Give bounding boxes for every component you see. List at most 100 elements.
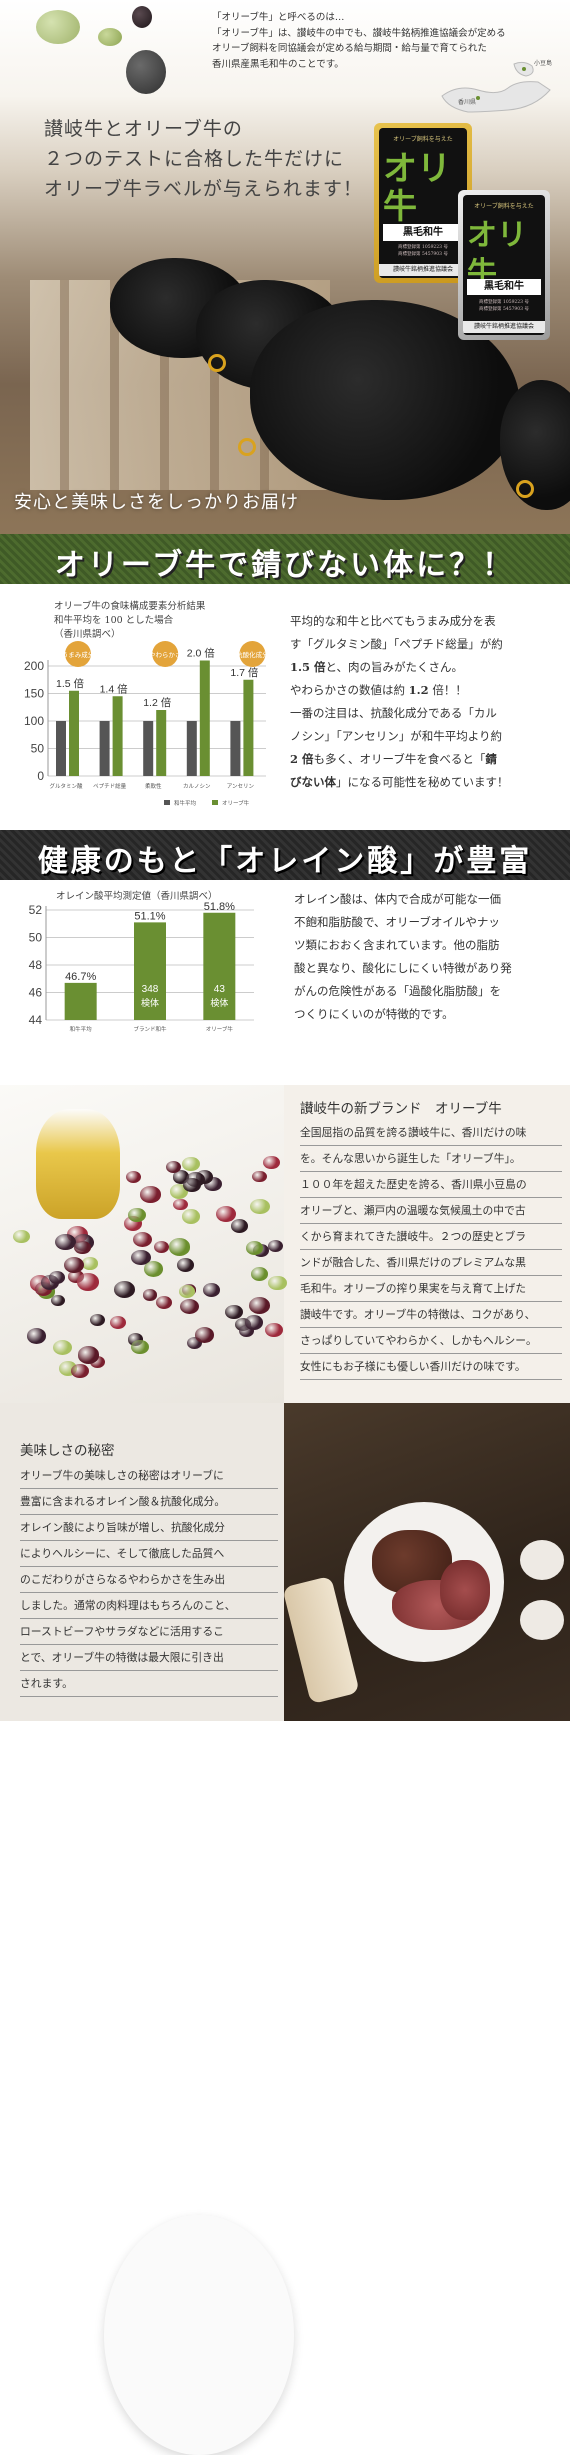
- olive-icon: [55, 1233, 76, 1251]
- data-label: 51.8%: [204, 901, 235, 913]
- secret-line: ローストビーフやサラダなどに活用するこ: [20, 1619, 278, 1645]
- sauce-bowl: [520, 1600, 564, 1640]
- olive-icon: [250, 1266, 269, 1281]
- data-label: 51.1%: [134, 910, 165, 922]
- olive-icon: [186, 1336, 202, 1349]
- olive-icon: [50, 1294, 65, 1307]
- olive-icon: [181, 1209, 201, 1224]
- x-tick-label: カルノシン: [183, 783, 211, 790]
- secret-line: オリーブ牛の美味しさの秘密はオリーブに: [20, 1463, 278, 1489]
- data-label: 46.7%: [65, 971, 96, 983]
- secret-line: 豊富に含まれるオレイン酸＆抗酸化成分。: [20, 1489, 278, 1515]
- para-line: 不飽和脂肪酸で、オリーブオイルやナッ: [294, 915, 500, 929]
- olive-icon: [70, 1364, 89, 1379]
- para-span: 倍！！: [428, 683, 467, 697]
- olive-icon: [168, 1238, 191, 1256]
- olive-icon: [244, 1315, 263, 1330]
- olive-icon: [78, 1346, 100, 1364]
- olive-icon: [89, 1314, 105, 1327]
- fence-slat: [210, 280, 219, 490]
- data-label: 2.0 倍: [187, 647, 216, 660]
- badge-circle: [239, 641, 266, 667]
- brand-line: １００年を超えた歴史を誇る、香川県小豆島の: [300, 1172, 562, 1198]
- olive-icon: [125, 1170, 141, 1183]
- intro-line: 「オリーブ牛」と呼べるのは…: [212, 12, 345, 23]
- y-tick-label: 50: [29, 931, 43, 945]
- olive-icon: [64, 1256, 84, 1273]
- bar-inner-label: 検体: [210, 997, 228, 1009]
- olive-dark-icon: [132, 6, 152, 28]
- olive-icon: [265, 1323, 283, 1338]
- olive-icon: [245, 1240, 264, 1255]
- olive-icon: [268, 1275, 287, 1291]
- olive-icon: [13, 1229, 30, 1243]
- bar-inner-label: 348: [142, 984, 159, 995]
- hero-headline-line: ２つのテストに合格した牛だけに: [44, 148, 345, 170]
- olive-icon: [215, 1205, 236, 1222]
- banner-oleic-acid: 健康のもと「オレイン酸」が豊富: [0, 830, 570, 880]
- olive-icon: [155, 1296, 172, 1310]
- para-line: ノシン」「アンセリン」が和牛平均より約: [290, 729, 503, 743]
- chart1-title: オリーブ牛の食味構成要素分析結果 和牛平均を 100 とした場合 （香川県調べ）: [54, 600, 205, 642]
- bar-inner-label: 検体: [141, 997, 159, 1009]
- para-line: つくりにくいのが特徴的です。: [294, 1007, 454, 1021]
- olive-beef-label-gold: オリーブ飼料を与えた オリ牛 黒毛和牛 商標登録第 1059223 号 商標登録…: [374, 123, 472, 283]
- x-tick-label: 柔軟性: [145, 782, 162, 790]
- kagawa-map: 小豆島 香川県: [441, 59, 552, 113]
- hero-headline-line: 讃岐牛とオリーブ牛の: [44, 118, 243, 140]
- olive-icon: [230, 1219, 249, 1234]
- label-logo-text: オリ牛: [383, 149, 451, 227]
- bar-wagyu-average: [143, 721, 154, 776]
- olive-icon: [140, 1186, 161, 1203]
- brand-line: 毛和牛。オリーブの搾り果実を与え育て上げた: [300, 1276, 562, 1302]
- bar-wagyu-average: [56, 721, 66, 776]
- secret-title: 美味しさの秘密: [20, 1443, 115, 1459]
- y-tick-label: 50: [31, 742, 45, 756]
- brand-title: 讃岐牛の新ブランド オリーブ牛: [300, 1101, 502, 1117]
- para-line: 一番の注目は、抗酸化成分である「カル: [290, 706, 497, 720]
- olive-icon: [131, 1249, 151, 1266]
- para-line: 酸と異なり、酸化にしにくい特徴があり発: [294, 961, 512, 975]
- para-line: 2 倍も多く、オリーブ牛を食べると「錆: [290, 748, 562, 771]
- intro-text: 「オリーブ牛」と呼べるのは… 「オリーブ牛」は、讃岐牛の中でも、讃岐牛銘柄推進協…: [212, 10, 562, 72]
- olive-icon: [263, 1156, 280, 1170]
- legend-swatch: [164, 800, 170, 805]
- para-line: 平均的な和牛と比べてもうまみ成分を表: [290, 614, 496, 628]
- intro-line: 香川県産黒毛和牛のことです。: [212, 58, 344, 70]
- fence-slat: [160, 280, 169, 490]
- para-span: と、肉の旨みがたくさん。: [325, 660, 464, 674]
- label-band: 黒毛和牛: [383, 224, 463, 241]
- bar-olive-beef: [243, 679, 254, 776]
- badge-circle: [65, 641, 91, 667]
- bar-wagyu-average: [99, 721, 110, 776]
- data-label: 1.5 倍: [56, 677, 85, 690]
- y-tick-label: 150: [24, 687, 44, 701]
- olive-icon: [267, 1239, 284, 1252]
- data-label: 1.7 倍: [230, 666, 259, 679]
- badge-label: やわらかさ: [149, 651, 182, 659]
- data-label: 1.2 倍: [143, 696, 172, 709]
- legend-swatch: [212, 800, 218, 805]
- nose-ring: [238, 438, 256, 456]
- x-tick-label: グルタミン酸: [49, 782, 83, 790]
- banner-rust-free: オリーブ牛で錆びない体に？！: [0, 534, 570, 584]
- label-num: 商標登録第 1059223 号: [479, 300, 529, 305]
- brand-section: 讃岐牛の新ブランド オリーブ牛 全国屈指の品質を誇る讃岐牛に、香川だけの味 を。…: [0, 1085, 570, 2455]
- bar-olive-beef: [156, 710, 167, 776]
- emphasis: 錆: [485, 752, 497, 766]
- legend-label: 和牛平均: [174, 799, 197, 807]
- olive-green-icon: [98, 28, 122, 46]
- fence-slat: [110, 280, 119, 490]
- olive-icon: [165, 1160, 182, 1173]
- brand-text: 全国屈指の品質を誇る讃岐牛に、香川だけの味 を。そんな思いから誕生した「オリーブ…: [300, 1120, 562, 1380]
- hero-headline: 讃岐牛とオリーブ牛の ２つのテストに合格した牛だけに オリーブ牛ラベルが与えられ…: [44, 114, 363, 204]
- badge-circle: [152, 641, 179, 667]
- olive-bowl: [520, 1540, 564, 1580]
- para-line: びない体」になる可能性を秘めています！: [290, 771, 562, 794]
- label-assoc: 讃岐牛銘柄推進協議会: [379, 264, 467, 276]
- secret-line: オレイン酸により旨味が増し、抗酸化成分: [20, 1515, 278, 1541]
- olive-oil-bottle: [36, 1109, 120, 1219]
- emphasis: 2 倍: [290, 752, 314, 766]
- olive-icon: [109, 1315, 127, 1329]
- chart1-title-line: （香川県調べ）: [54, 629, 121, 640]
